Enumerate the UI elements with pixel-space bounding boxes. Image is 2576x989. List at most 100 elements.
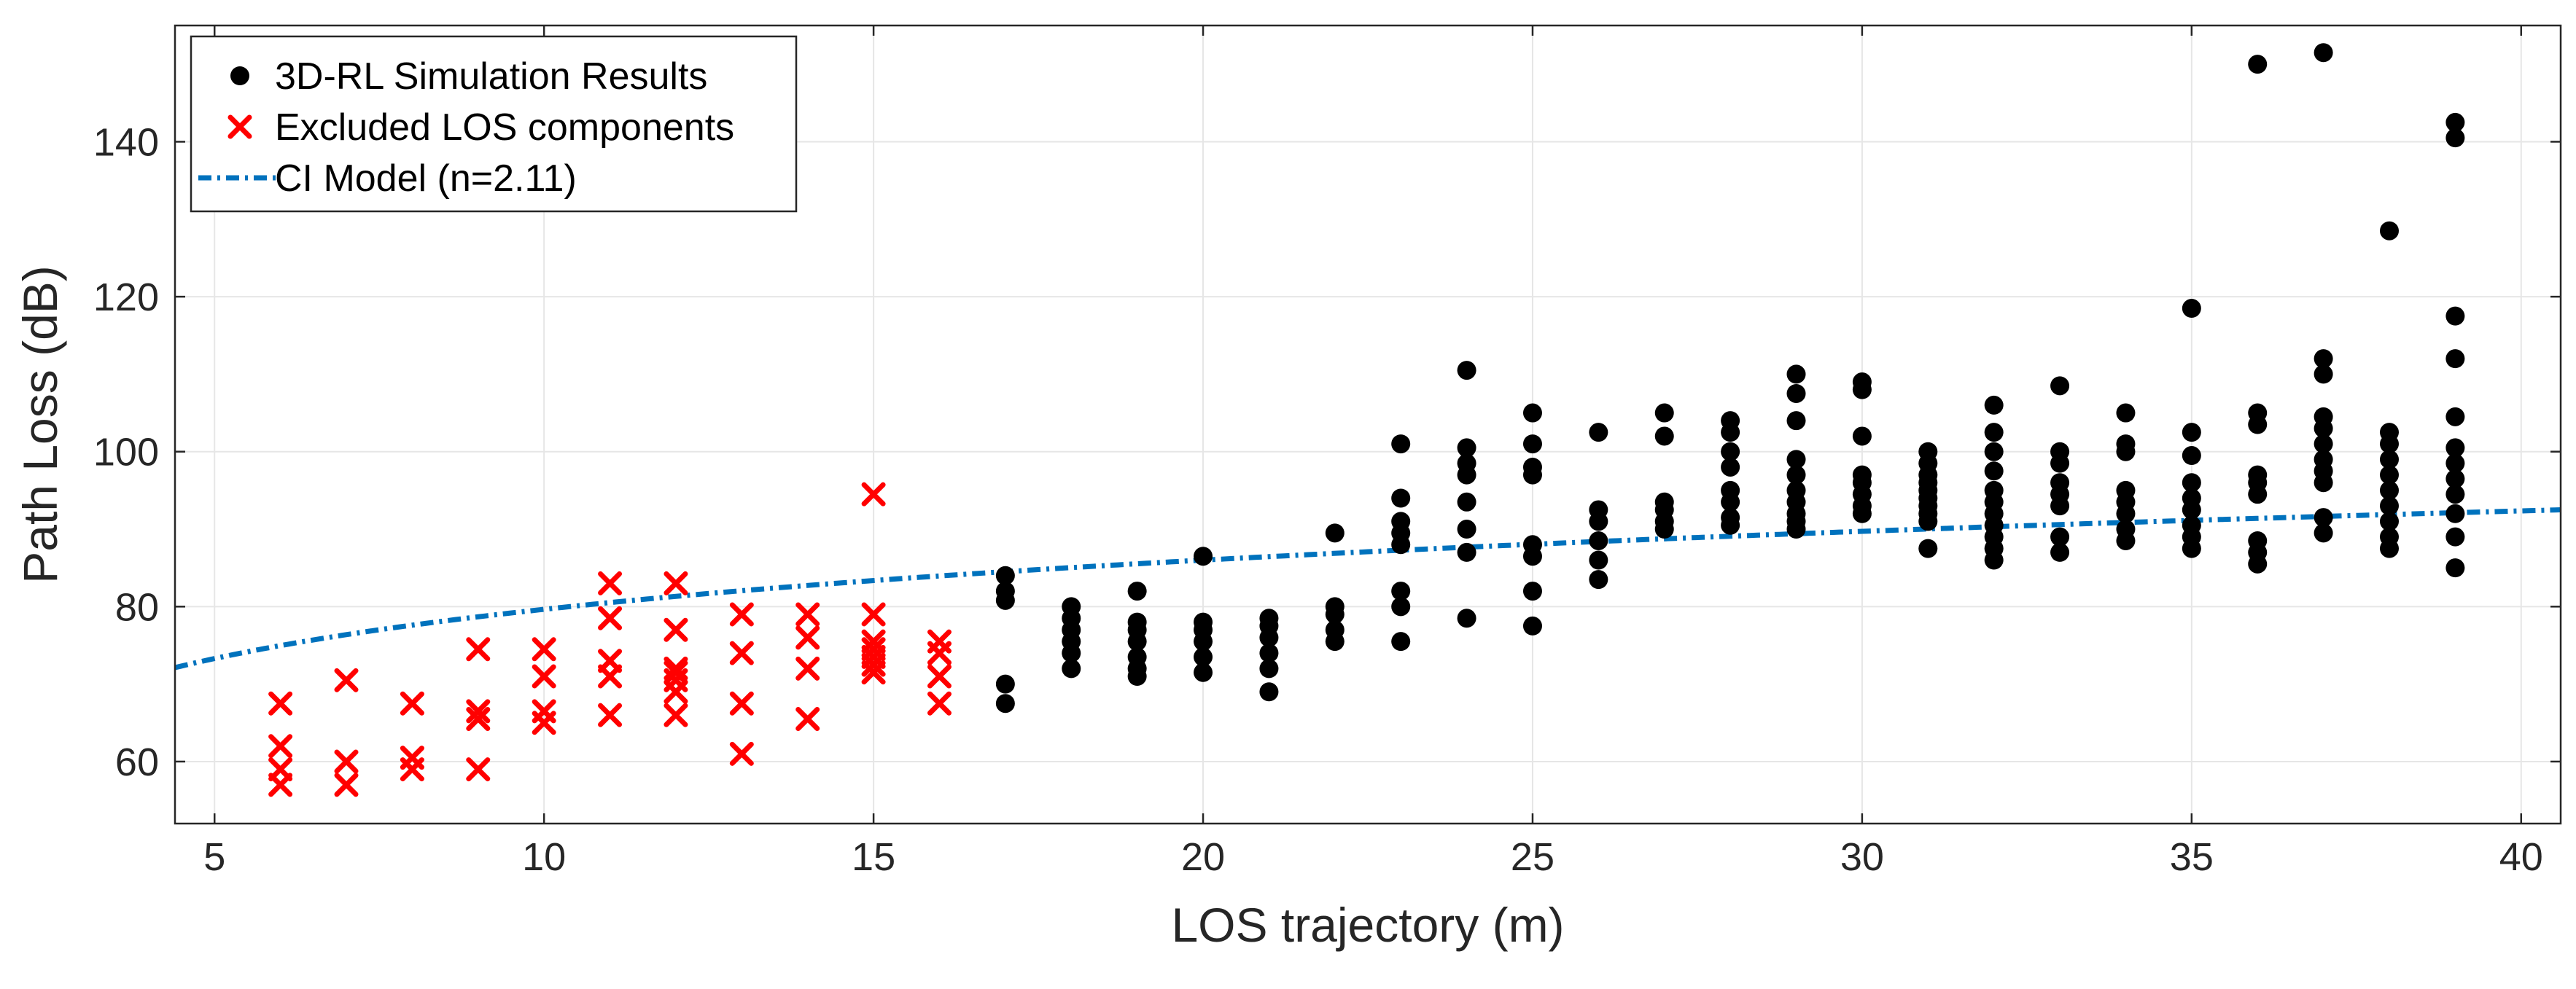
simulation-point	[1786, 480, 1806, 500]
simulation-point	[1721, 457, 1740, 477]
excluded-los-point	[334, 773, 359, 797]
simulation-point	[2182, 446, 2201, 466]
simulation-point	[2314, 450, 2333, 469]
simulation-point	[1984, 442, 2004, 461]
simulation-point	[1259, 609, 1279, 628]
excluded-los-point	[466, 637, 491, 662]
simulation-point	[1918, 539, 1938, 558]
excluded-los-point	[795, 656, 820, 681]
simulation-point	[2445, 407, 2465, 426]
simulation-point	[2050, 376, 2070, 396]
excluded-los-point	[400, 746, 424, 770]
simulation-point	[1391, 434, 1411, 454]
simulation-point	[2182, 488, 2201, 508]
simulation-point	[1062, 597, 1081, 617]
excluded-los-point	[664, 617, 688, 642]
y-tick-label: 120	[93, 275, 159, 319]
x-tick-label: 40	[2499, 835, 2543, 879]
excluded-los-point	[664, 660, 688, 685]
simulation-point	[2314, 523, 2333, 543]
excluded-los-point	[664, 703, 688, 727]
simulation-point	[1654, 403, 1674, 423]
simulation-results-layer	[995, 43, 2465, 714]
simulation-point	[1127, 647, 1147, 667]
excluded-los-point	[466, 757, 491, 782]
simulation-point	[1522, 403, 1542, 423]
simulation-point	[2116, 434, 2136, 454]
excluded-los-point	[532, 699, 556, 724]
simulation-point	[2379, 527, 2399, 547]
excluded-los-point	[598, 649, 623, 673]
simulation-point	[1852, 372, 1872, 392]
simulation-point	[1391, 582, 1411, 601]
excluded-los-point	[927, 691, 952, 716]
simulation-point	[1654, 426, 1674, 446]
simulation-point	[1457, 492, 1476, 512]
simulation-point	[2050, 442, 2070, 461]
simulation-point	[1522, 582, 1542, 601]
simulation-point	[1457, 438, 1476, 458]
simulation-point	[1457, 609, 1476, 628]
excluded-los-point	[861, 637, 886, 662]
legend-label-simulation: 3D-RL Simulation Results	[275, 55, 707, 98]
simulation-point	[1589, 550, 1608, 570]
simulation-point	[2248, 531, 2268, 550]
excluded-los-point	[334, 668, 359, 692]
excluded-los-point	[334, 749, 359, 774]
excluded-los-point	[729, 691, 754, 716]
simulation-point	[1721, 442, 1740, 461]
grid	[175, 26, 2561, 824]
simulation-point	[2445, 438, 2465, 458]
simulation-point	[1457, 453, 1476, 473]
simulation-point	[1127, 612, 1147, 632]
simulation-point	[995, 674, 1015, 694]
ci-model-line-layer	[175, 507, 2561, 671]
simulation-point	[2050, 473, 2070, 493]
simulation-point	[1918, 442, 1938, 461]
x-axis-label: LOS trajectory (m)	[1171, 898, 1564, 952]
x-tick-label: 5	[203, 835, 225, 879]
x-tick-label: 15	[852, 835, 895, 879]
simulation-point	[1721, 508, 1740, 528]
simulation-point	[2050, 527, 2070, 547]
excluded-los-point	[532, 637, 556, 662]
excluded-los-point	[729, 602, 754, 627]
simulation-point	[2314, 349, 2333, 369]
simulation-point	[2445, 453, 2465, 473]
simulation-point	[1457, 361, 1476, 380]
simulation-point	[1391, 512, 1411, 531]
axes-box	[174, 24, 2562, 825]
excluded-los-point	[927, 629, 952, 654]
simulation-point	[1194, 662, 1213, 682]
simulation-point	[2379, 423, 2399, 442]
simulation-point	[1522, 457, 1542, 477]
simulation-point	[2314, 434, 2333, 454]
simulation-point	[2182, 299, 2201, 318]
excluded-los-point	[861, 482, 886, 507]
simulation-point	[1325, 620, 1345, 640]
excluded-los-point	[466, 706, 491, 731]
simulation-point	[2379, 480, 2399, 500]
simulation-point	[1984, 423, 2004, 442]
simulation-point	[1589, 500, 1608, 520]
simulation-point	[2314, 43, 2333, 63]
simulation-point	[1589, 531, 1608, 550]
excluded-los-point	[268, 734, 293, 759]
simulation-point	[2445, 128, 2465, 148]
simulation-point	[2314, 407, 2333, 426]
simulation-point	[2445, 306, 2465, 326]
simulation-point	[1786, 450, 1806, 469]
excluded-los-point	[795, 706, 820, 731]
simulation-point	[2379, 465, 2399, 485]
simulation-point	[1194, 547, 1213, 566]
x-tick-label: 30	[1840, 835, 1884, 879]
excluded-los-point	[729, 741, 754, 766]
simulation-point	[2116, 520, 2136, 539]
excluded-los-point	[664, 656, 688, 681]
simulation-point	[2248, 55, 2268, 74]
legend-label-excluded: Excluded LOS components	[275, 106, 734, 149]
simulation-point	[1984, 461, 2004, 481]
simulation-point	[2379, 496, 2399, 516]
simulation-point	[1654, 492, 1674, 512]
